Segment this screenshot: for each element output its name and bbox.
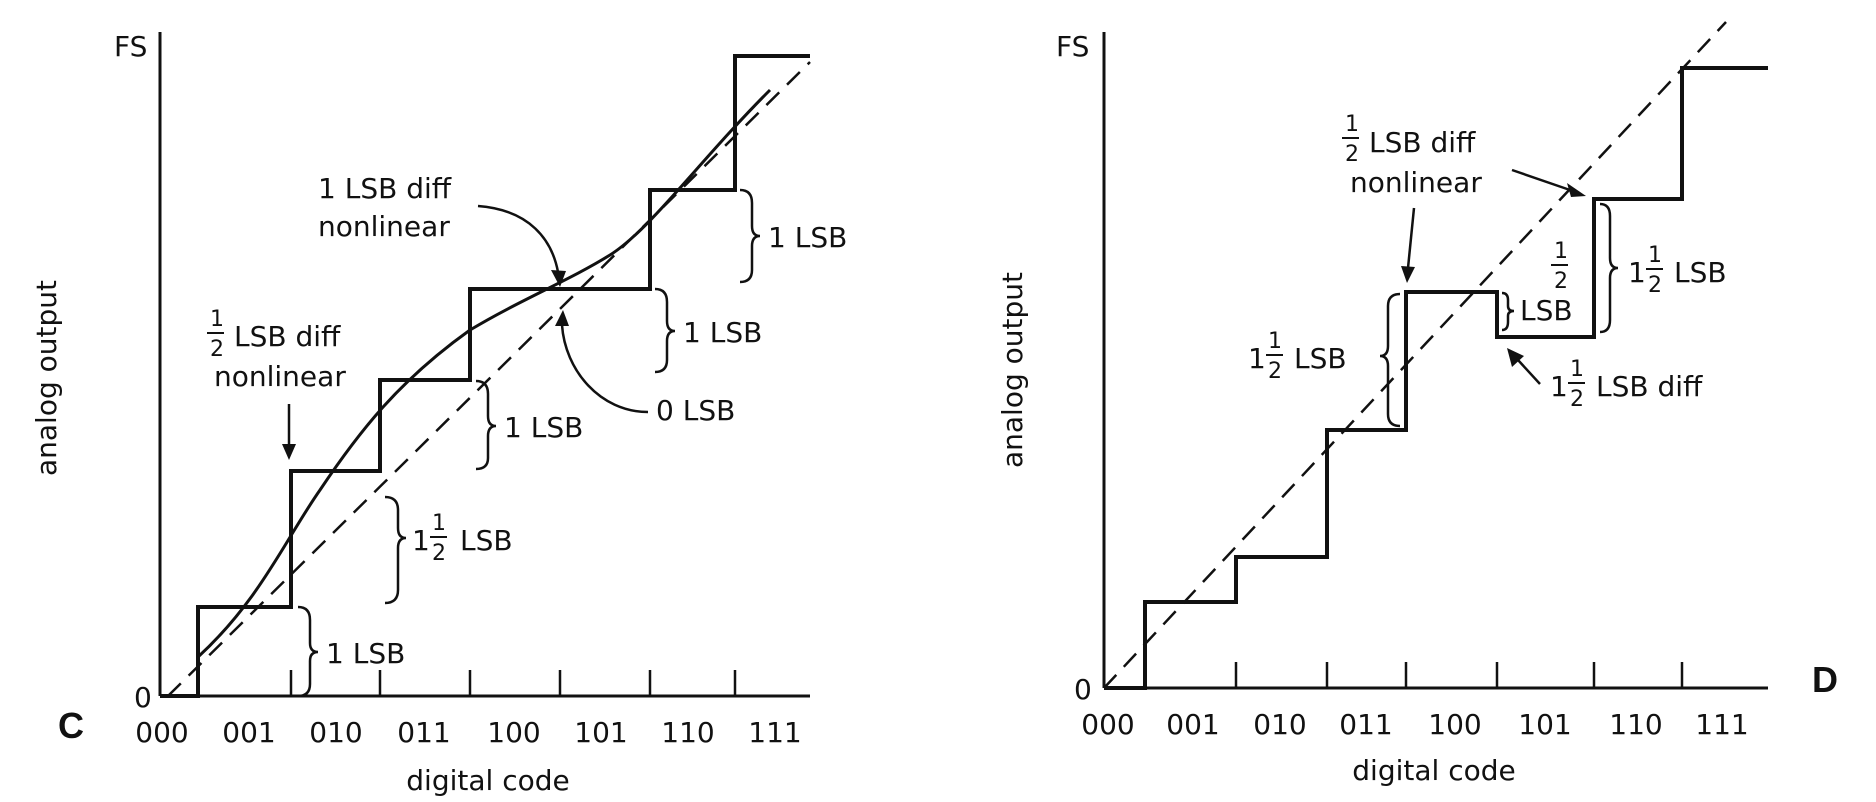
panel-d-brace-right xyxy=(1599,202,1619,334)
svg-text:nonlinear: nonlinear xyxy=(318,210,450,243)
svg-text:2: 2 xyxy=(1570,387,1584,412)
svg-text:110: 110 xyxy=(1609,708,1662,741)
panel-c-ideal-line xyxy=(167,61,811,697)
svg-text:110: 110 xyxy=(661,716,714,749)
panel-c-y-zero-label: 0 xyxy=(134,681,152,714)
svg-text:001: 001 xyxy=(1166,708,1219,741)
svg-text:nonlinear: nonlinear xyxy=(1350,166,1482,199)
svg-text:000: 000 xyxy=(1081,708,1134,741)
panel-c-label-half-lsb-diff: 1 2 LSB diff nonlinear xyxy=(207,307,346,393)
panel-d-arrow-half-lsb-diagonal xyxy=(1511,168,1571,192)
svg-text:011: 011 xyxy=(1339,708,1392,741)
svg-text:000: 000 xyxy=(135,716,188,749)
svg-text:LSB: LSB xyxy=(1674,256,1727,289)
panel-d-label-mid: 1 2 LSB xyxy=(1520,239,1573,327)
panel-c-arrowhead-half-lsb xyxy=(282,444,296,460)
panel-c-label-0lsb: 0 LSB xyxy=(656,394,735,427)
panel-d-y-top-label: FS xyxy=(1056,30,1089,63)
panel-d-label-left: 1 1 2 LSB xyxy=(1248,329,1347,384)
panel-c-brace-1lsb-mid-low xyxy=(475,379,497,471)
svg-text:1 LSB diff: 1 LSB diff xyxy=(318,172,452,205)
panel-c: 1 LSB 1 1 2 LSB 1 LSB 1 LSB 1 LSB 1 LSB … xyxy=(30,30,847,797)
svg-text:2: 2 xyxy=(210,337,224,362)
panel-c-y-top-label: FS xyxy=(114,30,147,63)
panel-d-y-axis-label: analog output xyxy=(996,272,1029,468)
panel-d-staircase xyxy=(1104,66,1768,690)
svg-text:101: 101 xyxy=(1518,708,1571,741)
panel-d: 1 2 LSB diff nonlinear 1 1 2 LSB 1 2 LSB xyxy=(996,21,1838,787)
panel-c-brace-1-1-2-lsb xyxy=(384,495,407,605)
panel-c-arrow-1lsb-diff xyxy=(477,204,560,273)
svg-text:1: 1 xyxy=(1345,112,1359,137)
svg-text:1: 1 xyxy=(1268,329,1282,354)
svg-text:1: 1 xyxy=(432,511,446,536)
svg-text:LSB diff: LSB diff xyxy=(1369,126,1476,159)
svg-text:LSB: LSB xyxy=(1520,294,1573,327)
panel-c-label-1lsb-mid-low: 1 LSB xyxy=(504,411,583,444)
panel-c-code-labels: 000 001 010 011 100 101 110 111 xyxy=(135,716,801,749)
panel-d-code-labels: 000 001 010 011 100 101 110 111 xyxy=(1081,708,1748,741)
panel-d-brace-mid xyxy=(1501,291,1515,332)
panel-d-arrow-half-lsb-vertical xyxy=(1406,207,1416,269)
panel-c-letter: C xyxy=(58,705,84,746)
panel-d-label-half-lsb-diff: 1 2 LSB diff nonlinear xyxy=(1342,112,1482,199)
svg-text:LSB diff: LSB diff xyxy=(1596,370,1703,403)
svg-text:1: 1 xyxy=(1554,239,1568,264)
svg-text:010: 010 xyxy=(1253,708,1306,741)
svg-text:2: 2 xyxy=(1554,269,1568,294)
panel-d-arrowhead-half-lsb-vertical xyxy=(1401,266,1415,283)
panel-c-label-1lsb-mid-high: 1 LSB xyxy=(683,316,762,349)
svg-text:1: 1 xyxy=(1550,370,1568,403)
svg-text:011: 011 xyxy=(397,716,450,749)
panel-d-x-axis-label: digital code xyxy=(1352,754,1515,787)
panel-d-label-right: 1 1 2 LSB xyxy=(1628,243,1727,298)
svg-text:111: 111 xyxy=(748,716,801,749)
panel-c-arrow-0lsb xyxy=(560,324,649,414)
panel-d-brace-left xyxy=(1379,292,1401,428)
svg-text:100: 100 xyxy=(487,716,540,749)
svg-text:LSB: LSB xyxy=(1294,342,1347,375)
svg-text:1: 1 xyxy=(1628,256,1646,289)
panel-c-arrowhead-1lsb-diff xyxy=(551,270,566,287)
svg-text:2: 2 xyxy=(1345,142,1359,167)
svg-text:1: 1 xyxy=(1648,243,1662,268)
panel-c-nonlinear-curve xyxy=(196,88,772,659)
svg-text:101: 101 xyxy=(574,716,627,749)
svg-text:1: 1 xyxy=(1248,342,1266,375)
panel-c-brace-1lsb-mid-high xyxy=(654,287,676,374)
svg-text:111: 111 xyxy=(1695,708,1748,741)
svg-text:1: 1 xyxy=(412,524,430,557)
panel-d-arrowhead-bottom xyxy=(1507,348,1524,367)
panel-c-y-axis-label: analog output xyxy=(30,280,63,476)
svg-text:2: 2 xyxy=(432,541,446,566)
panel-c-label-1-1-2-lsb: 1 1 2 LSB xyxy=(412,511,513,566)
svg-text:001: 001 xyxy=(222,716,275,749)
svg-text:2: 2 xyxy=(1268,359,1282,384)
panel-c-brace-1lsb-bottom xyxy=(297,605,319,698)
svg-text:100: 100 xyxy=(1428,708,1481,741)
panel-c-staircase xyxy=(160,54,810,698)
panel-c-brace-1lsb-top xyxy=(739,188,761,284)
panel-d-y-zero-label: 0 xyxy=(1074,673,1092,706)
svg-text:010: 010 xyxy=(309,716,362,749)
panel-c-label-1lsb-top: 1 LSB xyxy=(768,221,847,254)
panel-c-label-1lsb-diff: 1 LSB diff nonlinear xyxy=(318,172,452,243)
svg-text:LSB diff: LSB diff xyxy=(234,320,341,353)
panel-d-arrow-bottom xyxy=(1517,359,1541,385)
svg-text:nonlinear: nonlinear xyxy=(214,360,346,393)
panel-c-label-1lsb-bottom: 1 LSB xyxy=(326,637,405,670)
panel-c-x-axis-label: digital code xyxy=(406,764,569,797)
panel-d-arrowhead-half-lsb-diagonal xyxy=(1567,183,1586,197)
svg-text:1: 1 xyxy=(210,307,224,332)
svg-text:LSB: LSB xyxy=(460,524,513,557)
svg-text:1: 1 xyxy=(1570,357,1584,382)
panel-c-arrowhead-0lsb xyxy=(555,310,569,326)
panel-d-ideal-line xyxy=(1103,21,1727,689)
svg-text:2: 2 xyxy=(1648,273,1662,298)
panel-d-label-bottom: 1 1 2 LSB diff xyxy=(1550,357,1703,412)
panel-c-ticks xyxy=(289,670,737,696)
panel-d-ticks xyxy=(1234,662,1684,688)
panel-d-letter: D xyxy=(1812,659,1838,700)
